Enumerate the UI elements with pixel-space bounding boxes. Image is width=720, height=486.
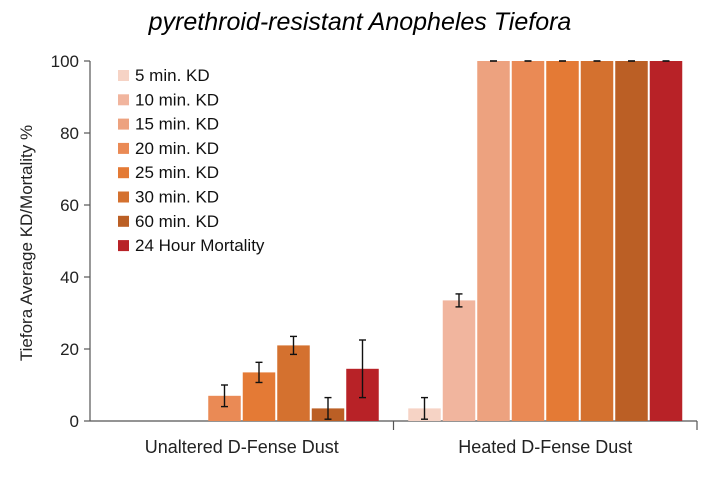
legend-swatch xyxy=(118,191,129,203)
legend-swatch xyxy=(118,167,129,179)
legend-swatch xyxy=(118,118,129,130)
bar xyxy=(580,61,614,421)
y-tick-label: 0 xyxy=(70,412,79,431)
legend-swatch xyxy=(118,70,129,81)
legend-swatch xyxy=(118,142,129,154)
legend-swatch xyxy=(118,215,129,227)
legend-label: 10 min. KD xyxy=(135,90,219,109)
legend: 5 min. KD 10 min. KD 15 min. KD 20 min. KD 2… xyxy=(118,66,265,255)
legend-swatch xyxy=(118,94,129,106)
y-axis-label: Tiefora Average KD/Mortality % xyxy=(17,125,36,361)
x-category-label: Heated D-Fense Dust xyxy=(458,437,632,457)
y-tick-label: 100 xyxy=(51,52,79,71)
y-tick-label: 60 xyxy=(60,196,79,215)
y-tick-label: 80 xyxy=(60,124,79,143)
y-tick-label: 40 xyxy=(60,268,79,287)
legend-label: 20 min. KD xyxy=(135,139,219,158)
legend-label: 15 min. KD xyxy=(135,115,219,134)
legend-label: 25 min. KD xyxy=(135,163,219,182)
bar xyxy=(277,345,310,421)
legend-swatch xyxy=(118,240,129,252)
bar xyxy=(615,61,648,421)
legend-label: 60 min. KD xyxy=(135,212,219,231)
bars xyxy=(208,60,683,421)
bar xyxy=(511,61,545,421)
legend-label: 24 Hour Mortality xyxy=(135,236,265,255)
y-tick-label: 20 xyxy=(60,340,79,359)
axes: 0 20 40 60 80 100 Unaltered D-Fense Dust Heated… xyxy=(51,52,698,457)
bar xyxy=(649,61,683,421)
bar xyxy=(546,61,579,421)
bar xyxy=(477,61,510,421)
bar xyxy=(442,300,476,421)
x-category-label: Unaltered D-Fense Dust xyxy=(145,437,339,457)
chart-title: pyrethroid-resistant Anopheles Tiefora xyxy=(148,8,572,36)
legend-label: 5 min. KD xyxy=(135,66,210,85)
legend-label: 30 min. KD xyxy=(135,188,219,207)
